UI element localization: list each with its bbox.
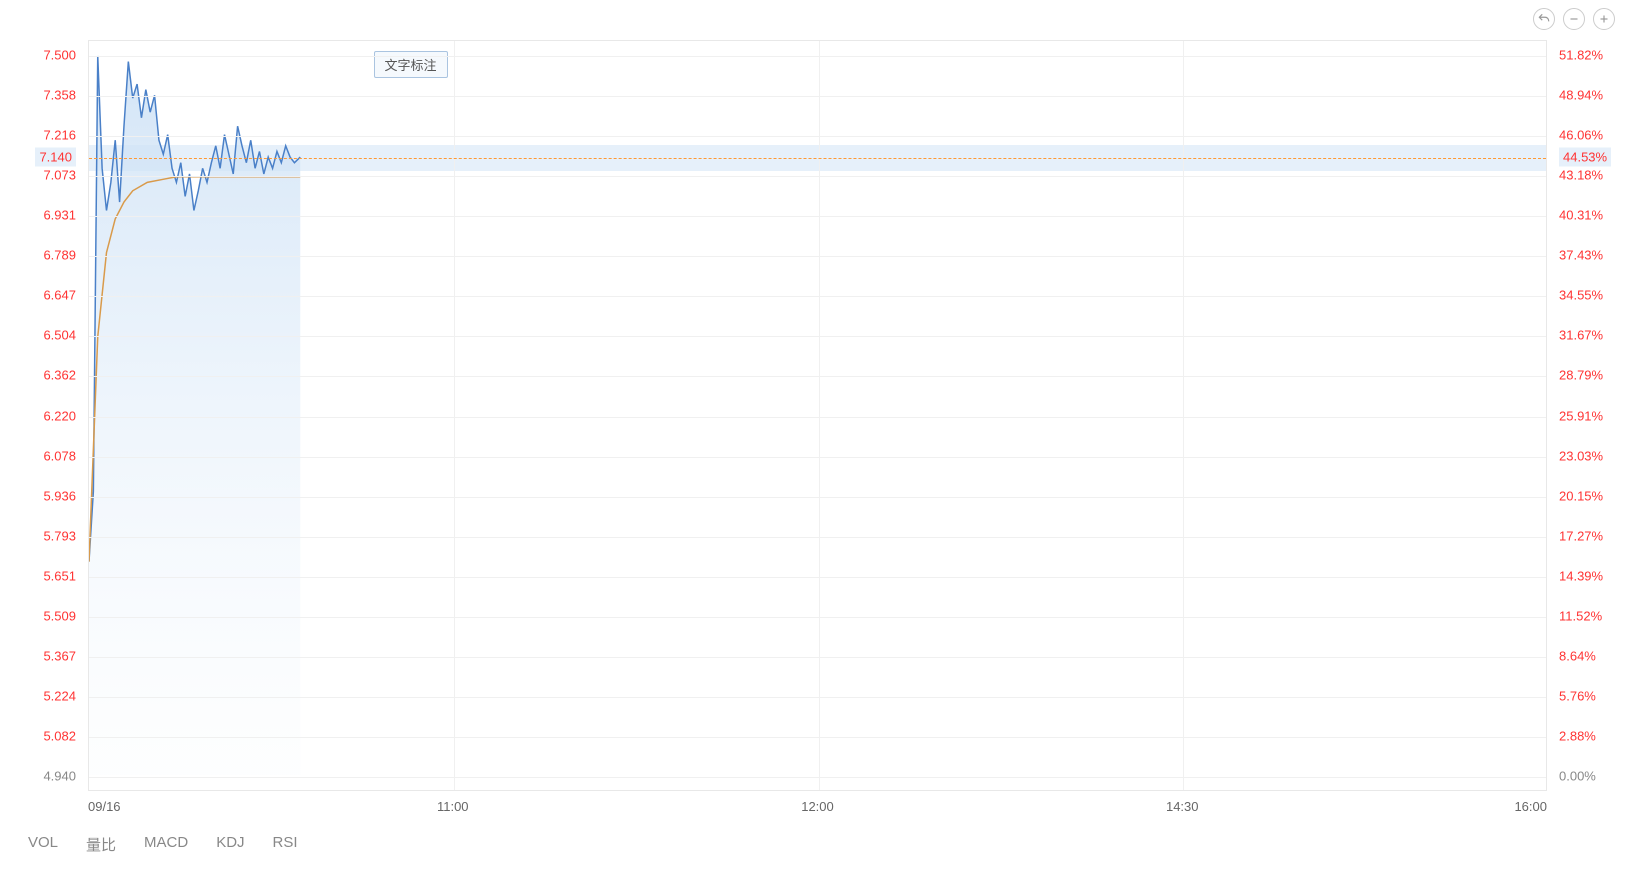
price-chart-svg xyxy=(89,41,1546,790)
y-tick-right: 25.91% xyxy=(1559,408,1603,423)
indicator-tab-rsi[interactable]: RSI xyxy=(273,834,298,855)
grid-line xyxy=(1183,41,1184,790)
y-tick-right: 0.00% xyxy=(1559,769,1596,784)
y-tick-left: 6.931 xyxy=(43,208,76,223)
y-tick-right: 20.15% xyxy=(1559,488,1603,503)
y-tick-left: 6.504 xyxy=(43,328,76,343)
y-tick-right: 40.31% xyxy=(1559,208,1603,223)
grid-line xyxy=(89,457,1546,458)
y-tick-right: 11.52% xyxy=(1559,608,1602,623)
y-tick-left: 5.793 xyxy=(43,528,76,543)
zoom-out-button[interactable] xyxy=(1563,8,1585,30)
grid-line xyxy=(89,417,1546,418)
undo-icon xyxy=(1537,12,1551,26)
zoom-in-button[interactable] xyxy=(1593,8,1615,30)
chart-toolbar xyxy=(1533,8,1615,30)
minus-icon xyxy=(1567,12,1581,26)
grid-line xyxy=(89,56,1546,57)
indicator-tab-量比[interactable]: 量比 xyxy=(86,834,116,855)
y-tick-left: 5.651 xyxy=(43,568,76,583)
grid-line xyxy=(89,96,1546,97)
y-tick-left: 5.082 xyxy=(43,728,76,743)
y-tick-right: 48.94% xyxy=(1559,88,1603,103)
y-tick-right: 34.55% xyxy=(1559,288,1603,303)
indicator-tab-kdj[interactable]: KDJ xyxy=(216,834,244,855)
y-tick-right: 43.18% xyxy=(1559,168,1603,183)
grid-line xyxy=(89,617,1546,618)
y-tick-right: 5.76% xyxy=(1559,688,1596,703)
grid-line xyxy=(454,41,455,790)
y-tick-left: 5.367 xyxy=(43,648,76,663)
y-tick-right: 51.82% xyxy=(1559,48,1603,63)
grid-line xyxy=(89,176,1546,177)
y-tick-right: 28.79% xyxy=(1559,368,1603,383)
y-tick-left: 5.509 xyxy=(43,608,76,623)
grid-line xyxy=(89,697,1546,698)
current-price-label: 7.140 xyxy=(35,147,76,166)
x-tick: 14:30 xyxy=(1166,799,1199,814)
y-tick-right: 2.88% xyxy=(1559,728,1596,743)
indicator-tab-macd[interactable]: MACD xyxy=(144,834,188,855)
grid-line xyxy=(819,41,820,790)
y-tick-right: 23.03% xyxy=(1559,448,1603,463)
grid-line xyxy=(89,657,1546,658)
grid-line xyxy=(89,497,1546,498)
plot-area[interactable]: 文字标注 xyxy=(88,40,1547,791)
y-tick-right: 31.67% xyxy=(1559,328,1603,343)
grid-line xyxy=(89,777,1546,778)
y-tick-right: 37.43% xyxy=(1559,248,1603,263)
y-tick-left: 7.358 xyxy=(43,88,76,103)
y-tick-left: 7.216 xyxy=(43,128,76,143)
grid-line xyxy=(89,336,1546,337)
x-tick: 16:00 xyxy=(1514,799,1547,814)
grid-line xyxy=(89,737,1546,738)
current-price-line xyxy=(89,158,1546,159)
y-tick-left: 6.647 xyxy=(43,288,76,303)
grid-line xyxy=(89,256,1546,257)
chart-container: 7.500 7.358 7.216 7.073 6.931 6.789 6.647 6.504… xyxy=(0,40,1627,791)
y-tick-right: 46.06% xyxy=(1559,128,1603,143)
grid-line xyxy=(89,296,1546,297)
x-tick: 12:00 xyxy=(801,799,834,814)
grid-line xyxy=(89,376,1546,377)
y-tick-left: 5.936 xyxy=(43,488,76,503)
y-tick-left: 6.789 xyxy=(43,248,76,263)
undo-button[interactable] xyxy=(1533,8,1555,30)
grid-line xyxy=(89,136,1546,137)
y-tick-left: 4.940 xyxy=(43,769,76,784)
y-tick-left: 5.224 xyxy=(43,688,76,703)
y-tick-left: 6.078 xyxy=(43,448,76,463)
y-tick-right: 17.27% xyxy=(1559,528,1603,543)
grid-line xyxy=(89,577,1546,578)
price-area-fill xyxy=(89,56,300,775)
y-axis-right: 51.82% 48.94% 46.06% 43.18% 40.31% 37.43% 34.5… xyxy=(1547,40,1627,791)
y-tick-left: 6.362 xyxy=(43,368,76,383)
x-tick: 09/16 xyxy=(88,799,121,814)
y-tick-left: 6.220 xyxy=(43,408,76,423)
grid-line xyxy=(89,216,1546,217)
indicator-tab-vol[interactable]: VOL xyxy=(28,834,58,855)
grid-line xyxy=(89,537,1546,538)
y-tick-right: 14.39% xyxy=(1559,568,1603,583)
x-tick: 11:00 xyxy=(437,799,469,814)
y-tick-left: 7.073 xyxy=(43,168,76,183)
plus-icon xyxy=(1597,12,1611,26)
y-tick-right: 8.64% xyxy=(1559,648,1596,663)
current-percent-label: 44.53% xyxy=(1559,147,1611,166)
y-axis-left: 7.500 7.358 7.216 7.073 6.931 6.789 6.647 6.504… xyxy=(0,40,88,791)
x-axis: 09/16 11:00 12:00 14:30 16:00 xyxy=(88,791,1547,821)
indicator-tabs: VOL 量比 MACD KDJ RSI xyxy=(28,834,298,855)
y-tick-left: 7.500 xyxy=(43,48,76,63)
